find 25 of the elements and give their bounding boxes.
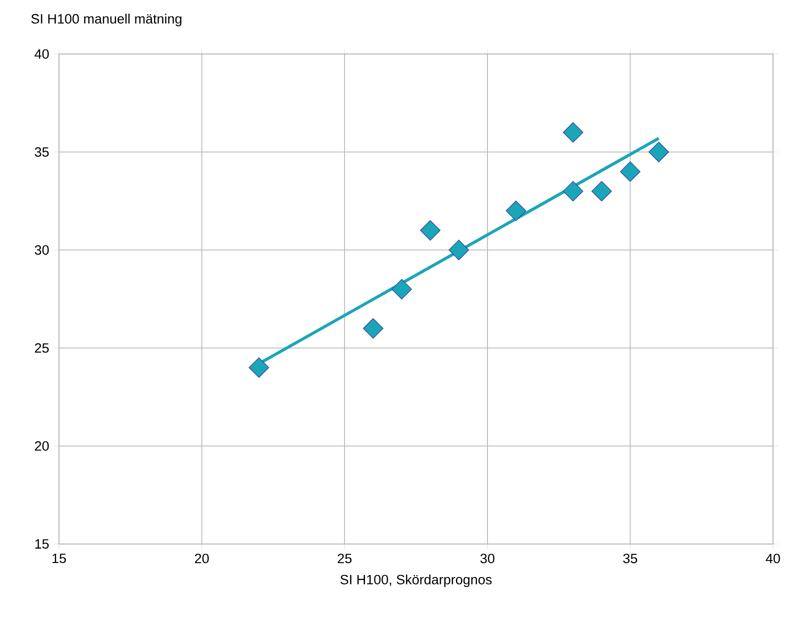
point [448,240,470,260]
x-tick-label: 35 [623,554,638,564]
y-tick-label: 15 [35,539,49,549]
point [248,357,270,378]
point [620,161,640,182]
x-tick-label: 15 [52,554,66,564]
y-tick-label: 20 [34,441,49,451]
point [591,180,612,202]
point [362,318,384,339]
x-tick-label: 30 [480,554,494,564]
point [562,122,584,143]
x-tick-label: 40 [766,554,780,564]
point [506,200,526,221]
point [562,180,584,202]
x-axis-title: SI H100, Skördarprognos [340,574,492,588]
y-tick-label: 25 [34,343,49,353]
point [420,220,440,241]
x-tick-label: 20 [194,554,209,564]
point [648,142,669,162]
x-tick-label: 25 [338,554,352,564]
point [392,278,412,300]
y-axis-title: SI H100 manuell mätning [31,14,182,26]
y-tick-label: 35 [34,147,49,157]
y-tick-label: 40 [34,49,49,59]
y-tick-label: 30 [34,245,49,255]
